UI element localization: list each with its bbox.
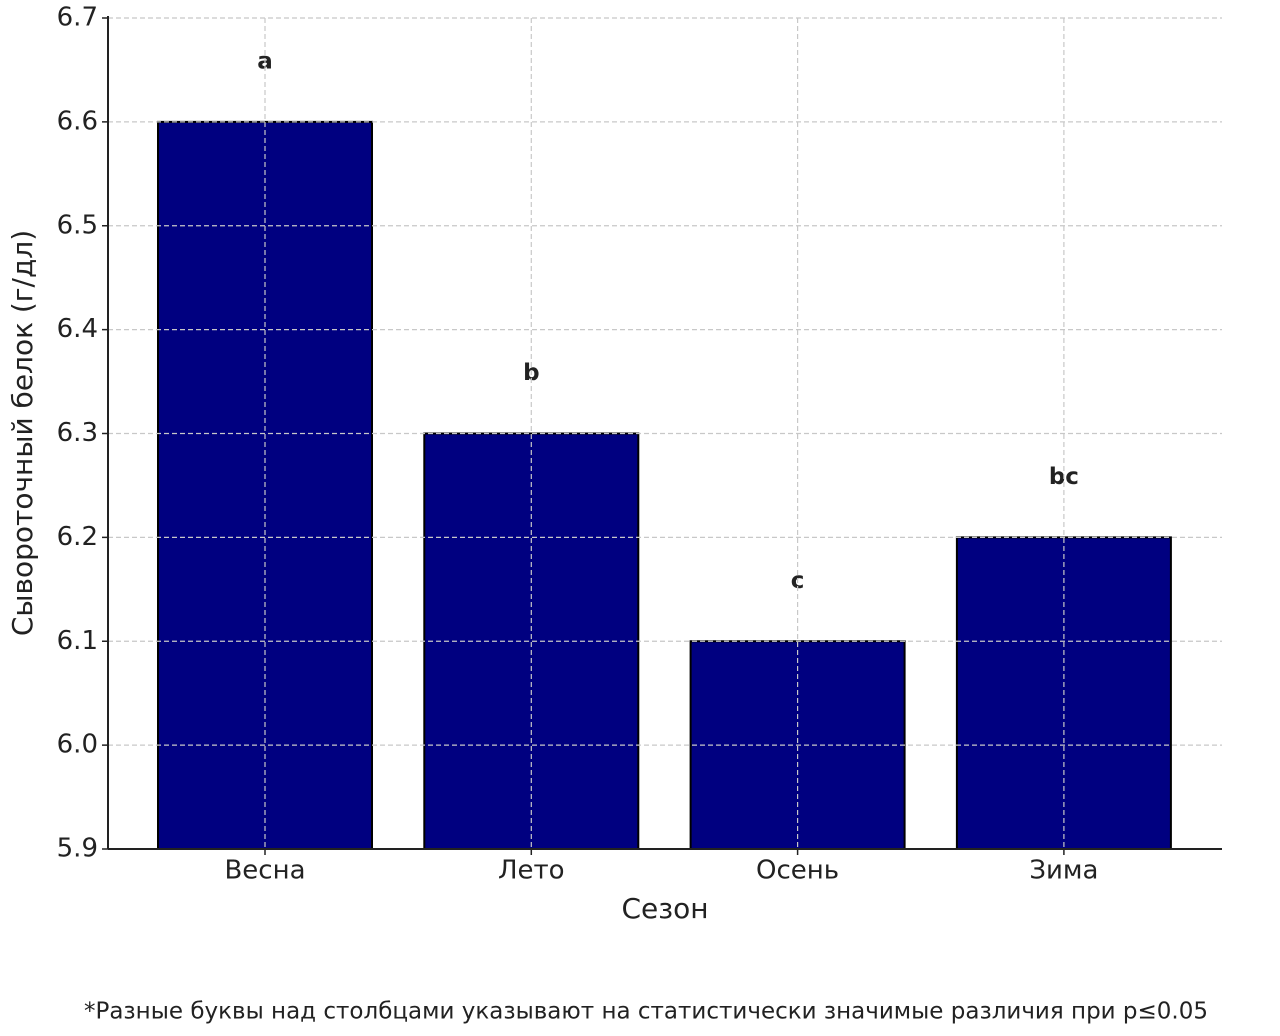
- x-tick-label: Зима: [1029, 856, 1098, 886]
- y-tick-label: 6.7: [57, 3, 98, 33]
- x-axis-label: Сезон: [621, 892, 708, 925]
- y-tick-label: 6.0: [57, 730, 98, 760]
- footnote: *Разные буквы над столбцами указывают на…: [84, 999, 1208, 1025]
- y-tick-label: 6.2: [57, 522, 98, 552]
- y-axis-label: Сывороточный белок (г/дл): [6, 230, 39, 636]
- y-tick-label: 6.6: [57, 106, 98, 136]
- y-tick-label: 6.1: [57, 626, 98, 656]
- y-tick-label: 5.9: [57, 834, 98, 864]
- y-tick-label: 6.4: [57, 314, 98, 344]
- y-tick-label: 6.5: [57, 210, 98, 240]
- x-tick-label: Весна: [224, 856, 305, 886]
- y-tick-label: 6.3: [57, 418, 98, 448]
- x-tick-label: Осень: [756, 856, 839, 886]
- x-tick-label: Лето: [498, 856, 565, 886]
